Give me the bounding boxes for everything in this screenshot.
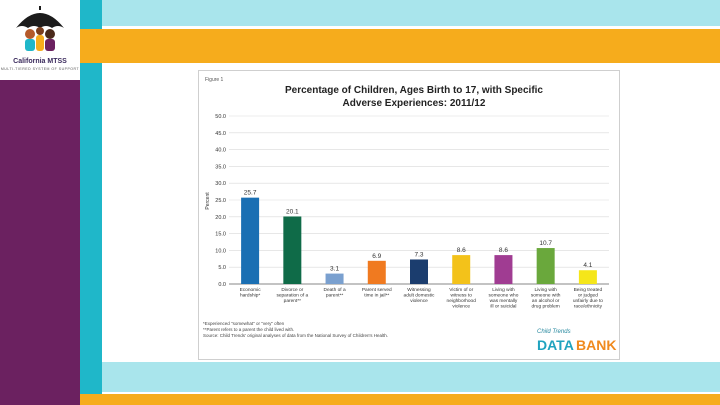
chart-title: Percentage of Children, Ages Birth to 17… <box>285 85 543 96</box>
chart-subtitle: Adverse Experiences: 2011/12 <box>343 98 486 109</box>
y-tick-label: 40.0 <box>215 148 226 154</box>
y-tick-label: 10.0 <box>215 248 226 254</box>
category-label: witness to <box>451 293 473 299</box>
category-label: an alcohol or <box>532 298 560 304</box>
category-label: or judged <box>578 293 598 299</box>
value-labels: 25.7 20.1 3.1 6.9 7.3 8.6 8.6 10.7 4.1 <box>244 190 593 273</box>
category-label: time in jail** <box>364 293 389 299</box>
bar <box>241 197 260 284</box>
databank-logo-data: DATA <box>537 337 574 353</box>
bottom-band <box>102 362 720 392</box>
value-label: 3.1 <box>330 266 339 273</box>
y-tick-label: 50.0 <box>215 114 226 120</box>
footnote-3: Source: Child Trends' original analyses … <box>203 333 388 338</box>
logo-tagline: MULTI-TIERED SYSTEM OF SUPPORT <box>0 67 80 71</box>
category-label: Parent served <box>362 287 392 293</box>
bar <box>578 270 597 284</box>
category-label: Death of a <box>323 287 345 293</box>
footnotes: *Experienced "somewhat" or "very" often … <box>203 321 388 338</box>
bar <box>283 216 302 284</box>
category-label: adult domestic <box>404 293 436 299</box>
category-label: Living with <box>492 287 515 293</box>
category-label: unfairly due to <box>573 298 603 304</box>
bar <box>452 255 471 284</box>
value-label: 7.3 <box>414 251 423 258</box>
y-tick-label: 45.0 <box>215 131 226 137</box>
category-label: hardship* <box>240 293 260 299</box>
logo-panel: California MTSS MULTI-TIERED SYSTEM OF S… <box>0 0 80 80</box>
value-label: 10.7 <box>539 240 552 247</box>
bar <box>410 259 428 284</box>
y-tick-label: 15.0 <box>215 232 226 238</box>
category-label: violence <box>452 304 470 310</box>
category-label: race/ethnicity <box>574 304 603 310</box>
category-label: ill or suicidal <box>490 304 516 310</box>
category-label: separation of a <box>276 293 308 299</box>
category-label: drug problem <box>532 304 560 310</box>
category-label: parent** <box>284 298 301 304</box>
databank-logo: Child Trends DATA BANK <box>537 329 616 353</box>
value-label: 8.6 <box>457 247 466 254</box>
category-label: Victim of or <box>449 287 473 293</box>
gold-title-band <box>80 29 720 63</box>
category-label: was mentally <box>490 298 518 304</box>
category-label: someone who <box>489 293 519 299</box>
teal-strip <box>80 0 102 405</box>
y-tick-label: 5.0 <box>218 265 226 271</box>
y-tick-label: 0.0 <box>218 282 226 288</box>
value-label: 25.7 <box>244 190 257 197</box>
databank-logo-bank: BANK <box>576 337 616 353</box>
bar-series <box>241 197 597 284</box>
bar <box>367 260 386 284</box>
category-label: neighborhood <box>447 298 477 304</box>
footnote-1: *Experienced "somewhat" or "very" often <box>203 321 285 326</box>
logo-name: California MTSS <box>13 58 67 65</box>
category-label: Living with <box>534 287 557 293</box>
category-label: violence <box>410 298 428 304</box>
y-tick-label: 35.0 <box>215 164 226 170</box>
y-tick-labels: 0.0 5.0 10.0 15.0 20.0 25.0 30.0 35.0 40.0 45.0 50… <box>215 114 226 288</box>
bar <box>536 248 555 284</box>
bar <box>325 273 344 284</box>
category-label: Witnessing <box>407 287 431 293</box>
value-label: 20.1 <box>286 208 299 215</box>
y-axis-label: Percent <box>205 192 211 210</box>
category-label: Being treated <box>574 287 603 293</box>
top-band <box>102 0 720 26</box>
databank-logo-top: Child Trends <box>537 329 571 335</box>
value-label: 8.6 <box>499 247 508 254</box>
category-label: someone with <box>531 293 561 299</box>
bottom-gold-band <box>80 394 720 405</box>
footnote-2: **Parent refers to a parent the child li… <box>203 327 294 332</box>
y-tick-label: 30.0 <box>215 181 226 187</box>
umbrella-family-icon <box>16 6 64 51</box>
category-label: parent** <box>326 293 343 299</box>
category-label: Economic <box>240 287 262 293</box>
chart-figure: Figure 1 Percentage of Children, Ages Bi… <box>198 70 620 360</box>
bar-chart: Figure 1 Percentage of Children, Ages Bi… <box>203 77 616 353</box>
y-tick-label: 25.0 <box>215 198 226 204</box>
figure-label: Figure 1 <box>205 77 224 83</box>
bar <box>494 255 513 284</box>
value-label: 4.1 <box>583 262 592 269</box>
category-label: Divorce or <box>281 287 303 293</box>
value-label: 6.9 <box>372 253 381 260</box>
y-tick-label: 20.0 <box>215 215 226 221</box>
